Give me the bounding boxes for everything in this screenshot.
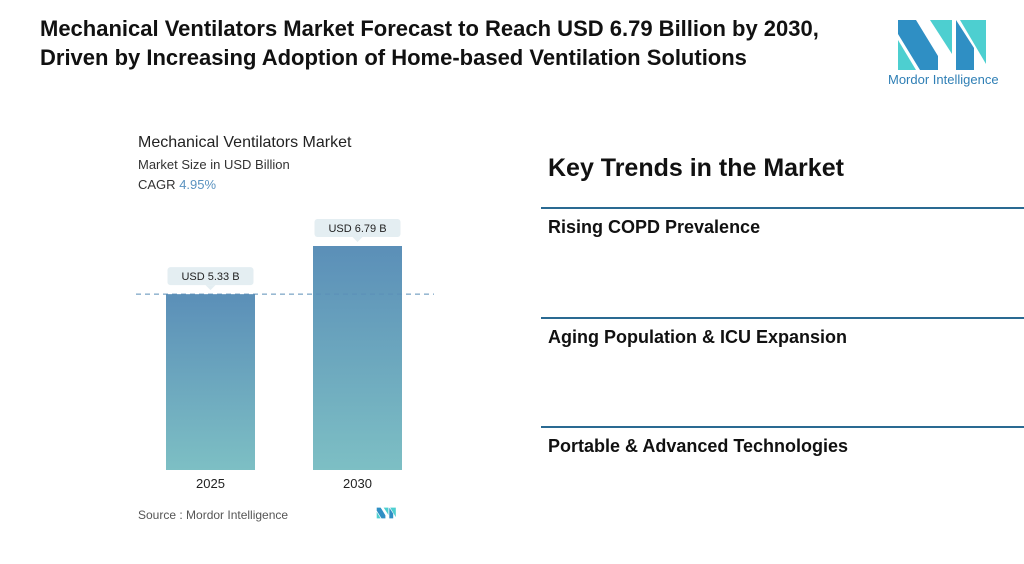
chart-title: Mechanical Ventilators Market — [138, 134, 352, 151]
data-label-bg — [167, 267, 254, 286]
bar-2025 — [166, 294, 255, 470]
bar-2030 — [313, 246, 402, 470]
data-label: USD 6.79 B — [328, 223, 386, 235]
mordor-logo-icon — [898, 20, 986, 70]
chart-cagr: CAGR 4.95% — [138, 177, 216, 192]
trend-item: Rising COPD Prevalence — [541, 207, 1024, 238]
data-label: USD 5.33 B — [181, 271, 239, 283]
chart-source: Source : Mordor Intelligence — [138, 508, 289, 522]
page-title: Mechanical Ventilators Market Forecast t… — [40, 16, 819, 70]
data-label-pointer — [352, 237, 363, 242]
cagr-label: CAGR — [138, 177, 176, 192]
source-logo-icon — [376, 507, 396, 519]
data-label-pointer — [205, 285, 216, 291]
x-tick-label: 2025 — [196, 476, 225, 491]
x-tick-label: 2030 — [343, 476, 372, 491]
data-label-bg — [314, 219, 401, 237]
chart-subtitle: Market Size in USD Billion — [138, 157, 290, 172]
logo-text: Mordor Intelligence — [888, 72, 999, 87]
trend-item: Aging Population & ICU Expansion — [541, 317, 1024, 348]
bar-chart: USD 5.33 B 2025 USD 6.79 B 2030 — [136, 219, 434, 491]
trend-item: Portable & Advanced Technologies — [541, 426, 1024, 457]
cagr-value: 4.95% — [179, 177, 217, 192]
key-trends-heading: Key Trends in the Market — [548, 154, 844, 182]
